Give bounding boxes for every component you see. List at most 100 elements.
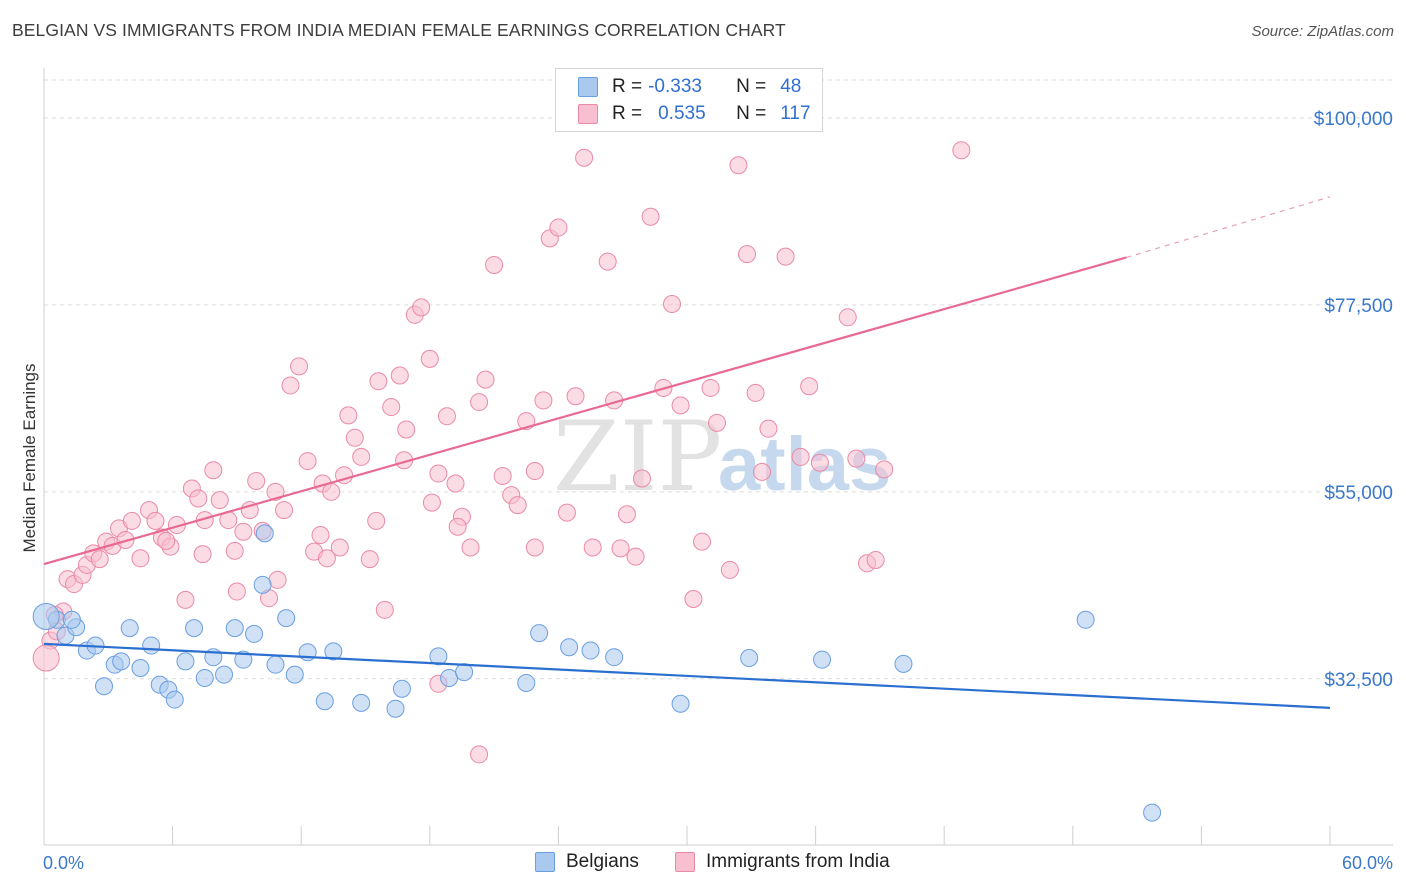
india-point <box>866 550 885 569</box>
belgian-point <box>352 693 371 712</box>
india-point <box>352 447 371 466</box>
india-point <box>240 501 259 520</box>
belgian-point <box>324 642 343 661</box>
india-point <box>146 511 165 530</box>
india-point <box>838 308 857 327</box>
belgian-point <box>517 673 536 692</box>
india-point <box>847 449 866 468</box>
india-point <box>369 372 388 391</box>
india-point <box>470 745 489 764</box>
y-tick-label: $100,000 <box>1314 109 1393 130</box>
india-point <box>738 245 757 264</box>
india-point <box>534 391 553 410</box>
india-point <box>684 590 703 609</box>
scatter-points <box>32 141 1162 822</box>
india-point <box>508 496 527 515</box>
india-point <box>720 560 739 579</box>
india-point <box>382 398 401 417</box>
y-tick-label: $55,000 <box>1324 483 1393 504</box>
india-point <box>701 378 720 397</box>
india-point <box>485 255 504 274</box>
legend-swatch-belgians <box>578 77 598 97</box>
india-point <box>641 207 660 226</box>
india-point <box>131 549 150 568</box>
india-point <box>210 491 229 510</box>
grid-lines <box>44 79 1393 680</box>
correlation-legend: R = -0.333 N = 48 R = 0.535 N = 117 <box>555 68 823 132</box>
india-point <box>189 489 208 508</box>
legend-r-label: R = <box>612 103 643 124</box>
india-point <box>753 462 772 481</box>
india-point <box>611 539 630 558</box>
y-tick-label: $77,500 <box>1324 296 1393 317</box>
belgian-point <box>195 668 214 687</box>
india-point <box>157 531 176 550</box>
legend-r-label: R = <box>612 76 643 97</box>
india-point <box>583 538 602 557</box>
bottom-legend-label-belgians: Belgians <box>566 851 639 872</box>
legend-n-value: 117 <box>780 103 811 124</box>
india-point <box>281 376 300 395</box>
belgian-point <box>671 694 690 713</box>
india-trend-line <box>43 256 1127 566</box>
belgian-point <box>131 658 150 677</box>
india-point <box>193 545 212 564</box>
x-tick-label: 0.0% <box>43 853 84 873</box>
india-point <box>234 522 253 541</box>
belgian-point <box>245 624 264 643</box>
legend-row-india: R = 0.535 N = 117 <box>556 101 811 127</box>
india-point <box>476 370 495 389</box>
india-point <box>598 252 617 271</box>
belgian-point <box>165 690 184 709</box>
india-point <box>32 644 60 672</box>
belgian-point <box>315 692 334 711</box>
belgian-point <box>740 649 759 668</box>
india-point <box>810 453 829 472</box>
india-point <box>247 472 266 491</box>
india-point <box>800 377 819 396</box>
belgian-point <box>95 677 114 696</box>
india-point <box>437 407 456 426</box>
india-point <box>575 148 594 167</box>
watermark-zip: ZIP <box>553 401 722 513</box>
legend-row-belgians: R = -0.333 N = 48 <box>556 74 801 100</box>
india-point <box>671 396 690 415</box>
india-point <box>626 547 645 566</box>
belgian-point <box>392 679 411 698</box>
india-point <box>422 493 441 512</box>
india-point <box>525 538 544 557</box>
belgian-point <box>234 650 253 669</box>
india-point <box>952 141 971 160</box>
belgian-point <box>112 652 131 671</box>
belgian-point <box>215 665 234 684</box>
india-point <box>367 511 386 530</box>
belgian-point <box>1143 803 1162 822</box>
legend-r-value: 0.535 <box>658 103 706 124</box>
bottom-legend-india: Immigrants from India <box>675 851 890 873</box>
belgian-point <box>120 619 139 638</box>
india-point <box>290 357 309 376</box>
bottom-legend-swatch-india <box>675 852 695 872</box>
y-axis-label: Median Female Earnings <box>20 364 39 553</box>
bottom-legend-label-india: Immigrants from India <box>706 851 890 872</box>
belgian-point <box>277 609 296 628</box>
axes <box>43 68 1393 846</box>
india-point <box>662 295 681 314</box>
belgian-point <box>285 665 304 684</box>
india-point <box>204 461 223 480</box>
india-point <box>317 549 336 568</box>
belgian-point <box>455 663 474 682</box>
belgian-point <box>62 610 81 629</box>
bottom-legend-swatch-belgians <box>535 852 555 872</box>
india-point <box>390 366 409 385</box>
india-point <box>339 406 358 425</box>
belgian-point <box>32 602 60 630</box>
belgian-point <box>1076 610 1095 629</box>
india-point <box>122 511 141 530</box>
belgian-point <box>176 652 195 671</box>
india-point <box>549 218 568 237</box>
india-point <box>617 505 636 524</box>
belgian-point <box>560 638 579 657</box>
legend-n-label: N = <box>736 76 767 97</box>
